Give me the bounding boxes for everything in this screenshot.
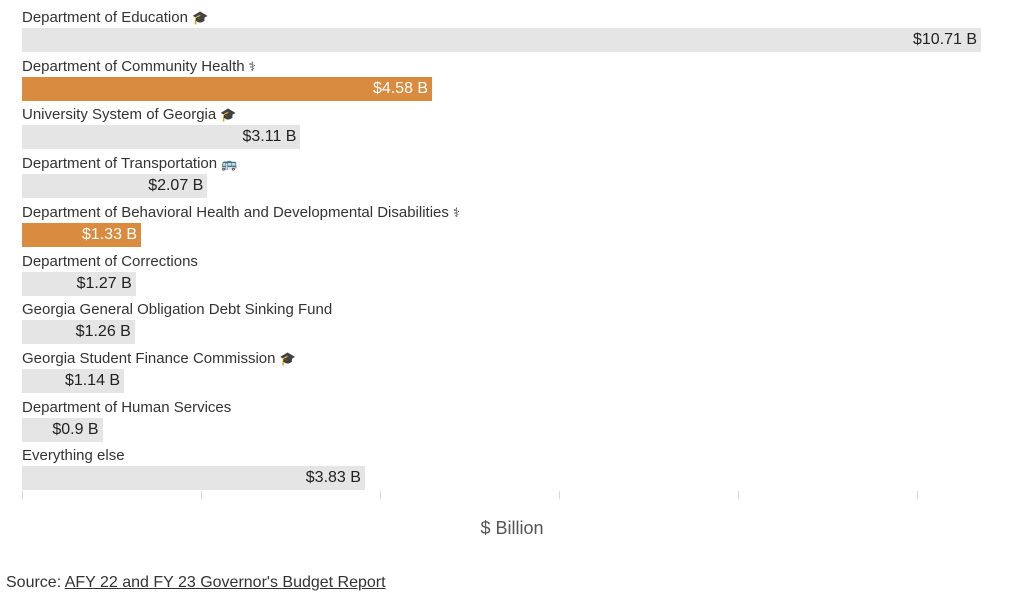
category-label-text: Department of Transportation [22, 155, 218, 173]
axis-tick [559, 491, 560, 499]
bar [22, 76, 433, 101]
axis-tick [201, 491, 202, 499]
category-label: Department of Transportation 🚌 [22, 155, 237, 173]
source-prefix: Source: [6, 574, 65, 591]
category-label-text: University System of Georgia [22, 106, 217, 124]
category-label-text: Georgia Student Finance Commission [22, 349, 276, 367]
bar [22, 174, 208, 199]
axis-tick [917, 491, 918, 499]
category-label-text: Department of Corrections [22, 252, 198, 270]
bar-value-label: $0.9 B [52, 420, 99, 438]
bar [22, 125, 301, 150]
bar [22, 28, 981, 52]
bar [22, 417, 103, 442]
bar-value-label: $1.26 B [75, 323, 131, 341]
bar-value-label: $2.07 B [148, 177, 204, 195]
bar-value-label: $3.83 B [305, 469, 361, 487]
bar-value-label: $10.71 B [912, 31, 977, 48]
bar [22, 466, 365, 491]
source-link[interactable]: AFY 22 and FY 23 Governor's Budget Repor… [64, 574, 386, 591]
bar-value-label: $1.27 B [76, 274, 132, 292]
axis-tick [380, 491, 381, 499]
category-label: Georgia Student Finance Commission 🎓 [22, 350, 296, 368]
bar [22, 368, 125, 393]
bar-chart: Department of Education 🎓 $10.71 B Departme… [22, 9, 981, 499]
bar [22, 222, 142, 247]
category-label-text: Department of Human Services [22, 398, 232, 416]
category-label: Department of Human Services [22, 399, 231, 417]
bar [22, 271, 136, 296]
category-label: Everything else [22, 447, 125, 465]
axis-tick [738, 491, 739, 499]
category-label: Department of Behavioral Health and Deve… [22, 204, 460, 222]
category-label-text: Everything else [22, 447, 125, 465]
category-label-text: Georgia General Obligation Debt Sinking … [22, 301, 333, 319]
x-axis-title: $ Billion [480, 518, 544, 538]
graduation-cap-icon: 🎓 [220, 107, 237, 123]
category-label: University System of Georgia 🎓 [22, 106, 236, 124]
graduation-cap-icon: 🎓 [279, 350, 296, 366]
graduation-cap-icon: 🎓 [191, 10, 209, 25]
bar-value-label: $1.14 B [64, 371, 121, 389]
bar [22, 320, 135, 345]
medical-staff-icon: ⚕ [452, 204, 460, 220]
source-note: Source: AFY 22 and FY 23 Governor's Budg… [6, 574, 386, 592]
bus-icon: 🚌 [221, 156, 238, 172]
bar-value-label: $1.33 B [81, 225, 138, 243]
category-label: Department of Community Health ⚕ [22, 58, 256, 76]
bar-value-label: $3.11 B [242, 128, 297, 146]
bar-value-label: $4.58 B [372, 79, 429, 97]
category-label: Georgia General Obligation Debt Sinking … [22, 301, 332, 319]
axis-tick [22, 491, 23, 499]
category-label-text: Department of Behavioral Health and Deve… [22, 203, 449, 221]
medical-staff-icon: ⚕ [248, 58, 256, 74]
category-label: Department of Education 🎓 [22, 9, 208, 27]
category-label-text: Department of Community Health [22, 57, 245, 75]
category-label: Department of Corrections [22, 253, 198, 271]
category-label-text: Department of Education [22, 9, 188, 26]
